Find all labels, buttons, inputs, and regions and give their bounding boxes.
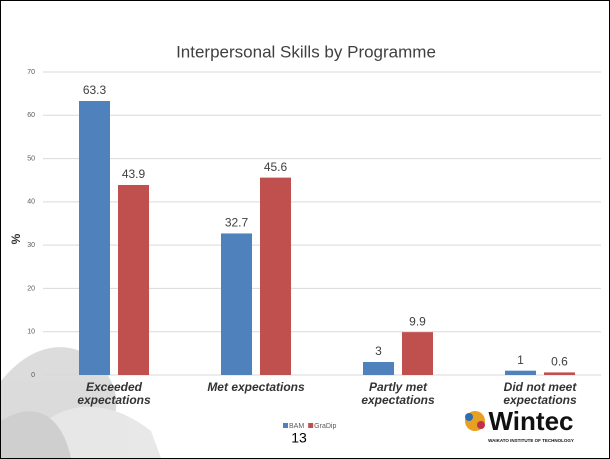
legend-label: BAM bbox=[289, 423, 304, 430]
value-label: 43.9 bbox=[122, 167, 146, 181]
y-tick-label: 50 bbox=[27, 155, 35, 162]
value-label: 32.7 bbox=[225, 216, 249, 230]
bar bbox=[544, 372, 575, 375]
y-tick-label: 10 bbox=[27, 329, 35, 336]
logo-icon bbox=[477, 421, 485, 429]
bar bbox=[79, 101, 110, 375]
x-tick-label: Partly met expectations bbox=[353, 381, 443, 407]
legend-swatch bbox=[308, 423, 313, 428]
x-tick-label: Met expectations bbox=[191, 381, 321, 394]
legend-swatch bbox=[283, 423, 288, 428]
value-label: 3 bbox=[375, 344, 382, 358]
bar bbox=[118, 185, 149, 375]
chart-title: Interpersonal Skills by Programme bbox=[176, 42, 436, 61]
y-axis-label: % bbox=[9, 233, 23, 244]
bar bbox=[260, 178, 291, 375]
y-tick-label: 20 bbox=[27, 285, 35, 292]
bar bbox=[505, 371, 536, 375]
value-label: 45.6 bbox=[264, 160, 288, 174]
bar bbox=[363, 362, 394, 375]
slide: Interpersonal Skills by Programme % 13 W… bbox=[0, 0, 610, 459]
slide-number: 13 bbox=[291, 430, 307, 446]
value-label: 1 bbox=[517, 353, 524, 367]
logo-name: Wintec bbox=[489, 406, 574, 436]
x-tick-label: Did not meet expectations bbox=[495, 381, 585, 407]
y-tick-label: 0 bbox=[31, 372, 35, 379]
logo-icon bbox=[465, 413, 473, 421]
logo-subtitle: WAIKATO INSTITUTE OF TECHNOLOGY bbox=[488, 438, 574, 443]
y-tick-label: 60 bbox=[27, 112, 35, 119]
y-tick-label: 70 bbox=[27, 69, 35, 76]
bar bbox=[402, 332, 433, 375]
value-label: 0.6 bbox=[551, 355, 568, 369]
y-tick-label: 40 bbox=[27, 199, 35, 206]
legend-label: GraDip bbox=[314, 423, 336, 430]
value-label: 63.3 bbox=[83, 83, 107, 97]
x-tick-label: Exceeded expectations bbox=[49, 381, 179, 407]
bar bbox=[221, 233, 252, 375]
y-tick-label: 30 bbox=[27, 242, 35, 249]
value-label: 9.9 bbox=[409, 314, 426, 328]
